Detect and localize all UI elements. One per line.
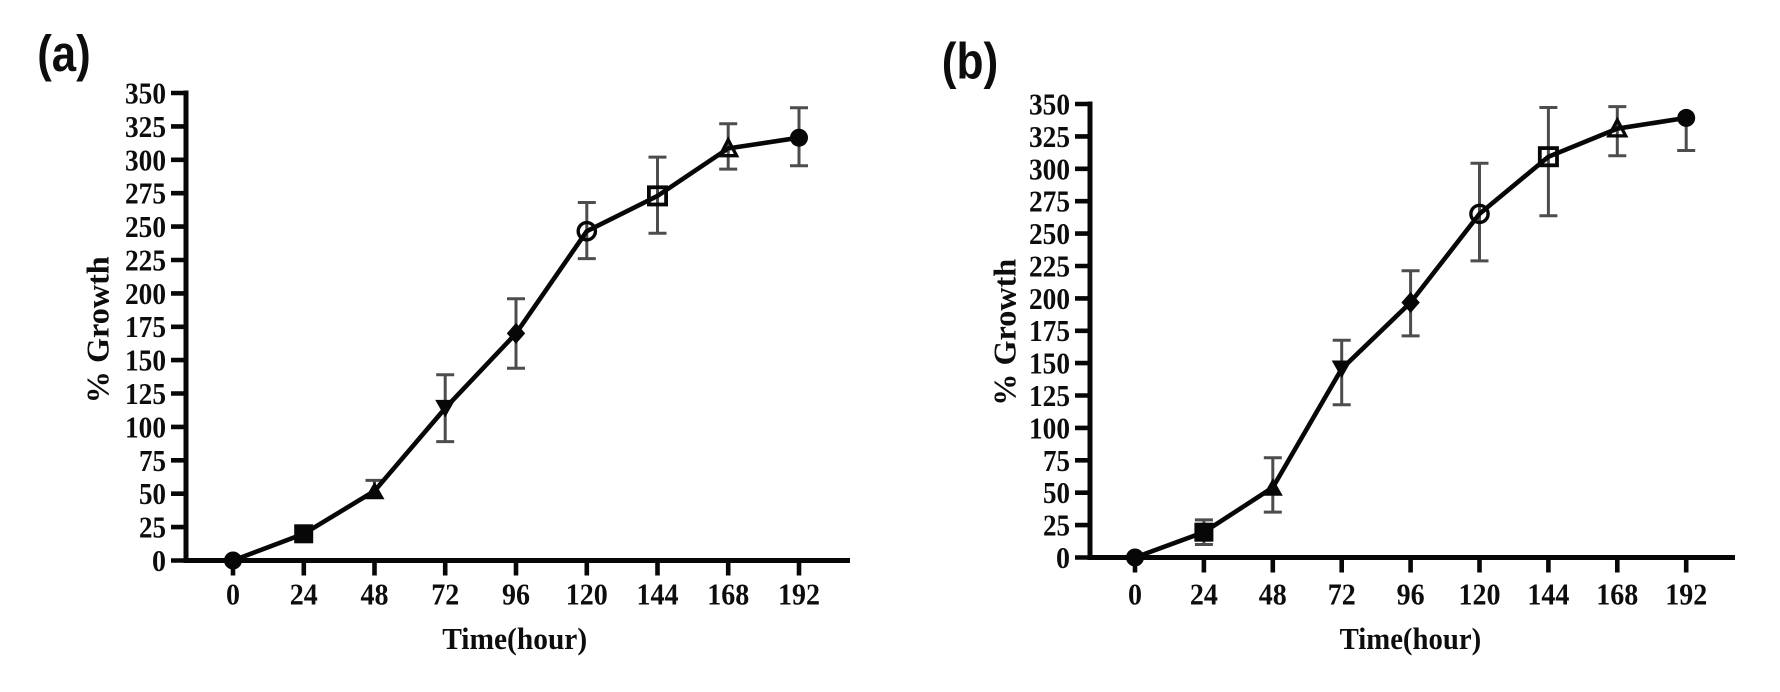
svg-text:325: 325 bbox=[1029, 120, 1070, 154]
svg-text:Time(hour): Time(hour) bbox=[1340, 622, 1482, 656]
svg-text:125: 125 bbox=[1029, 379, 1070, 413]
svg-text:250: 250 bbox=[125, 210, 166, 244]
svg-text:25: 25 bbox=[139, 511, 166, 545]
svg-text:48: 48 bbox=[361, 578, 389, 612]
svg-text:200: 200 bbox=[1029, 282, 1070, 316]
svg-text:275: 275 bbox=[125, 177, 166, 211]
svg-text:(b): (b) bbox=[942, 33, 999, 90]
svg-text:% Growth: % Growth bbox=[79, 256, 115, 403]
svg-text:50: 50 bbox=[1043, 476, 1070, 510]
svg-text:120: 120 bbox=[566, 578, 608, 612]
svg-text:0: 0 bbox=[152, 544, 166, 578]
svg-text:192: 192 bbox=[778, 578, 820, 612]
svg-text:150: 150 bbox=[1029, 347, 1070, 381]
svg-text:72: 72 bbox=[1328, 578, 1356, 612]
svg-text:350: 350 bbox=[1029, 88, 1070, 122]
svg-text:25: 25 bbox=[1043, 509, 1070, 543]
svg-text:300: 300 bbox=[125, 143, 166, 177]
svg-text:275: 275 bbox=[1029, 185, 1070, 219]
svg-text:168: 168 bbox=[707, 578, 749, 612]
svg-text:Time(hour): Time(hour) bbox=[442, 622, 587, 656]
svg-text:100: 100 bbox=[1029, 411, 1070, 445]
svg-text:150: 150 bbox=[125, 344, 166, 378]
svg-text:300: 300 bbox=[1029, 152, 1070, 186]
svg-text:75: 75 bbox=[139, 444, 166, 478]
svg-text:350: 350 bbox=[125, 77, 166, 111]
svg-text:325: 325 bbox=[125, 110, 166, 144]
svg-text:168: 168 bbox=[1596, 578, 1638, 612]
svg-text:125: 125 bbox=[125, 377, 166, 411]
svg-text:96: 96 bbox=[1397, 578, 1425, 612]
svg-text:100: 100 bbox=[125, 410, 166, 444]
svg-text:24: 24 bbox=[290, 578, 318, 612]
svg-text:0: 0 bbox=[1128, 578, 1142, 612]
svg-text:48: 48 bbox=[1259, 578, 1287, 612]
svg-text:120: 120 bbox=[1459, 578, 1501, 612]
svg-text:144: 144 bbox=[1527, 578, 1569, 612]
svg-text:250: 250 bbox=[1029, 217, 1070, 251]
svg-text:72: 72 bbox=[431, 578, 459, 612]
svg-text:0: 0 bbox=[1056, 541, 1070, 575]
svg-text:225: 225 bbox=[1029, 250, 1070, 284]
svg-text:% Growth: % Growth bbox=[987, 259, 1023, 406]
svg-text:144: 144 bbox=[637, 578, 679, 612]
svg-text:24: 24 bbox=[1190, 578, 1218, 612]
svg-text:225: 225 bbox=[125, 244, 166, 278]
svg-text:0: 0 bbox=[226, 578, 240, 612]
svg-text:96: 96 bbox=[502, 578, 530, 612]
svg-text:175: 175 bbox=[1029, 314, 1070, 348]
svg-text:(a): (a) bbox=[37, 25, 90, 82]
svg-text:75: 75 bbox=[1043, 444, 1070, 478]
svg-text:175: 175 bbox=[125, 310, 166, 344]
svg-text:50: 50 bbox=[139, 477, 166, 511]
svg-text:200: 200 bbox=[125, 277, 166, 311]
svg-text:192: 192 bbox=[1665, 578, 1707, 612]
